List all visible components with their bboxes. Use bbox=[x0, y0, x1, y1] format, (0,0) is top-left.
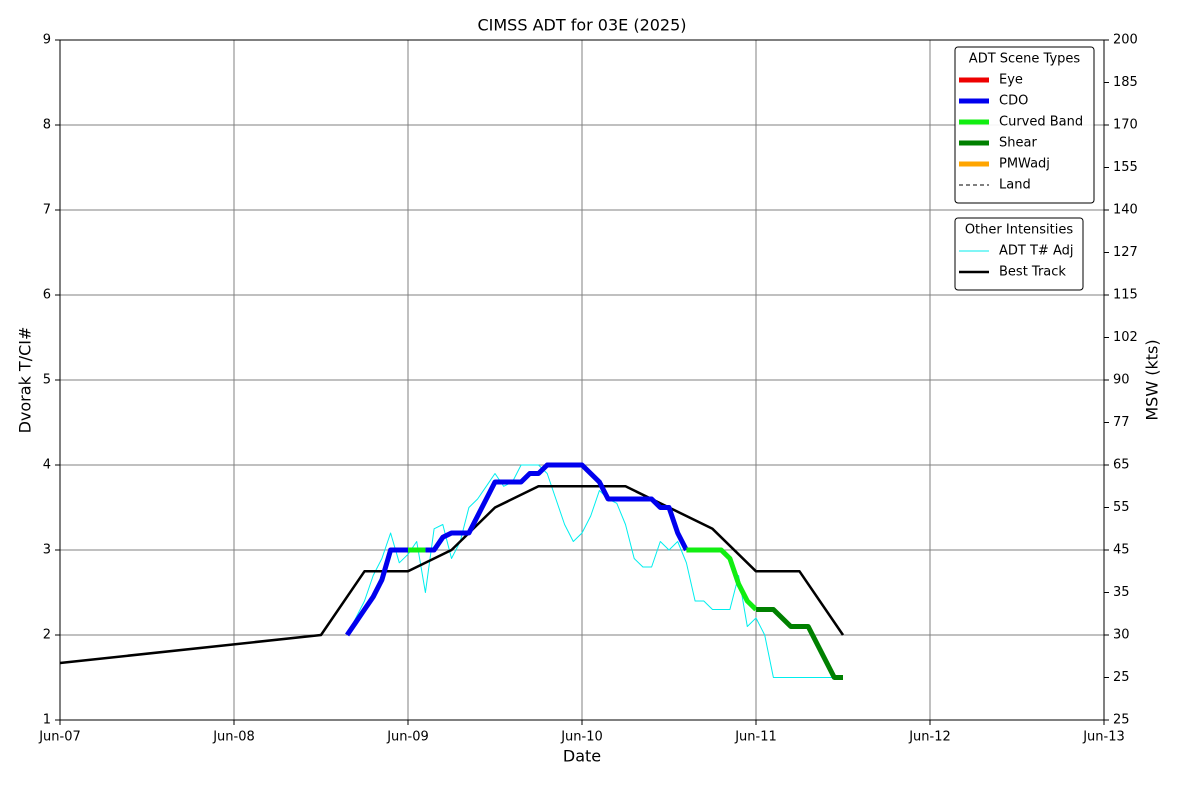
axes: Jun-07 Jun-08 Jun-09 Jun-10 Jun-11 Jun-12 Jun-… bbox=[38, 33, 1138, 745]
y2-tick-label: 200 bbox=[1113, 33, 1138, 48]
y2-tick-label: 25 bbox=[1113, 670, 1130, 685]
y2-tick-label: 115 bbox=[1113, 288, 1138, 303]
y2-tick-label: 127 bbox=[1113, 245, 1138, 260]
y2-tick-label: 90 bbox=[1113, 373, 1130, 388]
y2-tick-label: 140 bbox=[1113, 203, 1138, 218]
y2-tick-label: 77 bbox=[1113, 415, 1130, 430]
y-tick-label: 9 bbox=[43, 33, 51, 48]
y2-tick-label: 155 bbox=[1113, 160, 1138, 175]
series-line bbox=[756, 607, 843, 680]
legend-title: ADT Scene Types bbox=[969, 52, 1081, 67]
plot-lines bbox=[59, 462, 845, 680]
y-axis-label: Dvorak T/CI# bbox=[16, 327, 35, 434]
y-tick-label: 7 bbox=[43, 203, 51, 218]
x-tick-label: Jun-10 bbox=[560, 730, 603, 745]
x-tick-label: Jun-07 bbox=[38, 730, 81, 745]
legend-label: Curved Band bbox=[999, 115, 1083, 130]
y-tick-label: 2 bbox=[43, 628, 51, 643]
legend-label: ADT T# Adj bbox=[999, 244, 1073, 259]
y-tick-label: 1 bbox=[43, 713, 51, 728]
y2-tick-label: 25 bbox=[1113, 713, 1130, 728]
x-tick-label: Jun-08 bbox=[212, 730, 255, 745]
series-line bbox=[346, 464, 835, 678]
series-line bbox=[345, 462, 689, 637]
y2-tick-label: 185 bbox=[1113, 75, 1138, 90]
y2-tick-label: 102 bbox=[1113, 330, 1138, 345]
series-line bbox=[59, 485, 845, 665]
y-tick-label: 5 bbox=[43, 373, 51, 388]
x-tick-label: Jun-11 bbox=[734, 730, 777, 745]
y2-tick-label: 55 bbox=[1113, 500, 1130, 515]
x-tick-label: Jun-12 bbox=[908, 730, 951, 745]
y-tick-label: 8 bbox=[43, 118, 51, 133]
y2-tick-label: 35 bbox=[1113, 585, 1130, 600]
legend: ADT Scene Types Eye CDO Curved Band Shear PMW… bbox=[954, 46, 1095, 291]
legend-label: Land bbox=[999, 178, 1031, 193]
y2-tick-label: 65 bbox=[1113, 458, 1130, 473]
x-tick-label: Jun-13 bbox=[1082, 730, 1125, 745]
y-tick-label: 3 bbox=[43, 543, 51, 558]
legend-label: PMWadj bbox=[999, 157, 1050, 172]
legend-label: CDO bbox=[999, 94, 1028, 109]
series-line bbox=[408, 547, 758, 612]
y2-tick-label: 45 bbox=[1113, 543, 1130, 558]
y-tick-label: 4 bbox=[43, 458, 51, 473]
legend-label: Eye bbox=[999, 73, 1023, 88]
legend-label: Shear bbox=[999, 136, 1037, 151]
x-tick-label: Jun-09 bbox=[386, 730, 429, 745]
chart-title: CIMSS ADT for 03E (2025) bbox=[477, 16, 686, 35]
y2-tick-label: 170 bbox=[1113, 118, 1138, 133]
y2-axis-label: MSW (kts) bbox=[1143, 339, 1162, 420]
y-tick-label: 6 bbox=[43, 288, 51, 303]
legend-label: Best Track bbox=[999, 265, 1066, 280]
x-axis-label: Date bbox=[563, 747, 601, 766]
legend-title: Other Intensities bbox=[965, 223, 1074, 238]
y2-tick-label: 30 bbox=[1113, 628, 1130, 643]
legend-box bbox=[954, 46, 1095, 204]
